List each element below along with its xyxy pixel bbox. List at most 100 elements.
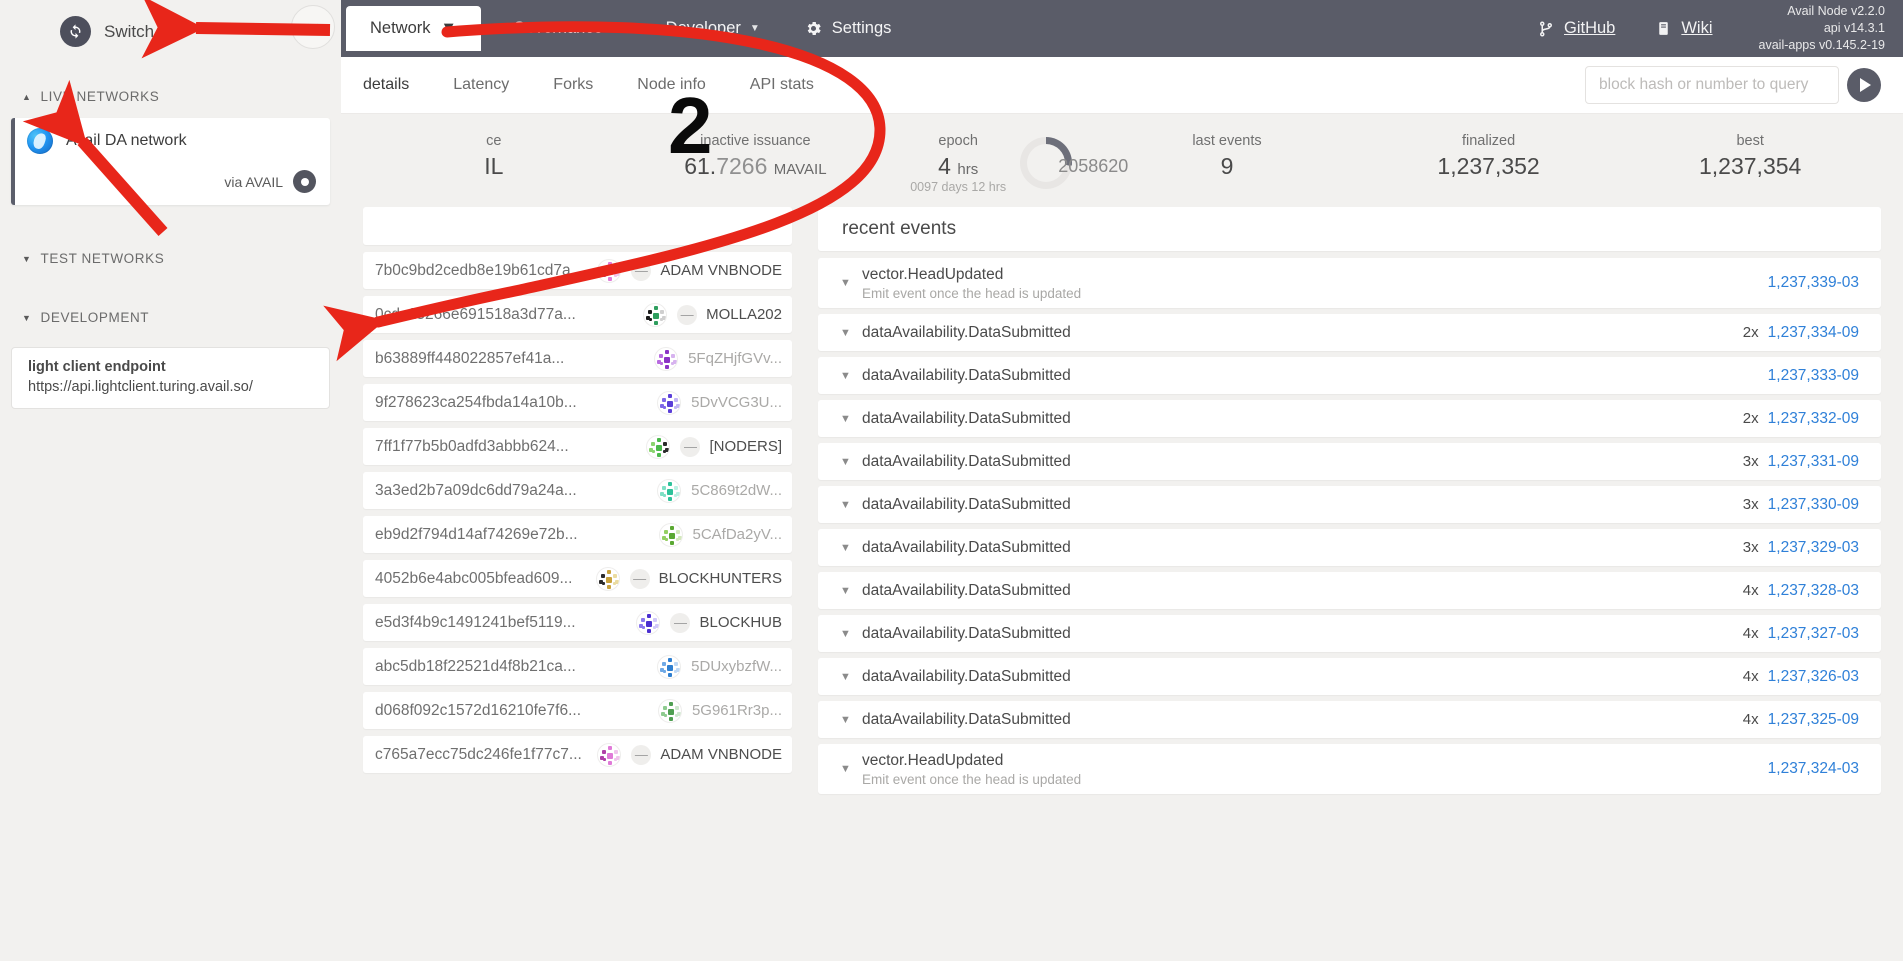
group-test-networks[interactable]: ▼ TEST NETWORKS	[0, 245, 341, 272]
event-block-link[interactable]: 1,237,331-09	[1767, 452, 1859, 470]
validator-row[interactable]: 7b0c9bd2cedb8e19b61cd7a... — ADAM VNBNODE	[363, 252, 792, 289]
event-description: Emit event once the head is updated	[862, 285, 1082, 301]
tab-api-stats[interactable]: API stats	[749, 76, 814, 93]
menu-governance[interactable]: Governance ▼	[491, 0, 644, 57]
query-submit-button[interactable]	[1847, 68, 1881, 102]
event-name: dataAvailability.DataSubmitted	[862, 538, 1071, 556]
caret-down-icon[interactable]: ▼	[840, 277, 851, 289]
event-block-link[interactable]: 1,237,334-09	[1767, 323, 1859, 341]
caret-down-icon[interactable]: ▼	[840, 455, 851, 468]
github-link[interactable]: GitHub	[1517, 19, 1635, 38]
validator-name: BLOCKHUNTERS	[658, 570, 782, 587]
event-block-link[interactable]: 1,237,332-09	[1767, 409, 1859, 427]
identicon-icon	[657, 698, 682, 723]
event-row[interactable]: ▼ vector.HeadUpdated Emit event once the h…	[818, 744, 1881, 794]
tab-forks[interactable]: Forks	[553, 76, 594, 93]
stat-finalized: finalized 1,237,352	[1358, 133, 1620, 180]
stat-last-events-label: last events	[1192, 133, 1262, 149]
validator-list-header	[363, 207, 792, 245]
event-block-link[interactable]: 1,237,330-09	[1767, 495, 1859, 513]
recent-events-header: recent events	[818, 207, 1881, 251]
caret-down-icon[interactable]: ▼	[840, 627, 851, 640]
event-row[interactable]: ▼ dataAvailability.DataSubmitted 4x 1,237,3…	[818, 658, 1881, 695]
event-name: dataAvailability.DataSubmitted	[862, 495, 1071, 513]
stat-last-events-value: 9	[1220, 153, 1234, 179]
event-row[interactable]: ▼ dataAvailability.DataSubmitted 3x 1,237,3…	[818, 529, 1881, 566]
identicon-icon	[657, 390, 682, 415]
validator-row[interactable]: abc5db18f22521d4f8b21ca... 5DUxybzfW...	[363, 648, 792, 685]
caret-down-icon[interactable]: ▼	[840, 713, 851, 726]
caret-down-icon[interactable]: ▼	[840, 412, 851, 425]
validator-hash: 4052b6e4abc005bfead609...	[375, 569, 573, 587]
api-version: api v14.3.1	[1823, 20, 1885, 35]
validator-row[interactable]: 7ff1f77b5b0adfd3abbb624... — [NODERS]	[363, 428, 792, 465]
validator-row[interactable]: 9f278623ca254fbda14a10b... 5DvVCG3U...	[363, 384, 792, 421]
menu-settings[interactable]: Settings	[782, 0, 914, 57]
app-main: Network ▼ Governance ▼ Developer ▼ Setti…	[341, 0, 1903, 961]
validator-row[interactable]: e5d3f4b9c1491241bef5119... — BLOCKHUB	[363, 604, 792, 641]
network-provider-radio[interactable]	[293, 170, 316, 193]
event-block-link[interactable]: 1,237,324-03	[1767, 760, 1859, 777]
wiki-link[interactable]: Wiki	[1635, 19, 1732, 38]
search-input[interactable]	[1585, 66, 1839, 104]
tab-latency[interactable]: Latency	[453, 76, 510, 93]
event-main: dataAvailability.DataSubmitted	[862, 453, 1743, 471]
event-row[interactable]: ▼ dataAvailability.DataSubmitted 4x 1,237,3…	[818, 701, 1881, 738]
validator-row[interactable]: b63889ff448022857ef41a... 5FqZHjfGVv...	[363, 340, 792, 377]
caret-down-icon[interactable]: ▼	[840, 584, 851, 597]
event-block-link[interactable]: 1,237,328-03	[1767, 581, 1859, 599]
caret-down-icon[interactable]: ▼	[840, 541, 851, 554]
menu-developer[interactable]: Developer ▼	[644, 0, 782, 57]
validator-row[interactable]: c765a7ecc75dc246fe1f77c7... — ADAM VNBNODE	[363, 736, 792, 773]
event-count: 4x	[1742, 582, 1759, 599]
event-row[interactable]: ▼ dataAvailability.DataSubmitted 2x 1,237,3…	[818, 314, 1881, 351]
caret-down-icon: ▼	[22, 253, 32, 264]
event-block-link[interactable]: 1,237,326-03	[1767, 667, 1859, 685]
menu-network[interactable]: Network ▼	[346, 6, 481, 51]
group-development[interactable]: ▼ DEVELOPMENT	[0, 304, 341, 331]
play-icon	[1860, 78, 1871, 92]
validator-row[interactable]: eb9d2f794d14af74269e72b... 5CAfDa2yV...	[363, 516, 792, 553]
event-main: vector.HeadUpdated Emit event once the he…	[862, 266, 1768, 301]
validator-row[interactable]: 0cdc15266e691518a3d77a... — MOLLA202	[363, 296, 792, 333]
event-block-link[interactable]: 1,237,333-09	[1767, 366, 1859, 384]
stat-total-issuance: ce IL	[363, 133, 625, 180]
validator-row[interactable]: d068f092c1572d16210fe7f6... 5G961Rr3p...	[363, 692, 792, 729]
network-item-provider-row[interactable]: via AVAIL	[27, 170, 316, 193]
event-row[interactable]: ▼ dataAvailability.DataSubmitted 1,237,333…	[818, 357, 1881, 394]
menu-governance-label: Governance	[512, 19, 603, 37]
validator-list: 7b0c9bd2cedb8e19b61cd7a... — ADAM VNBNODE 0…	[363, 207, 792, 961]
sidebar-collapse-button[interactable]	[291, 5, 335, 49]
event-name: dataAvailability.DataSubmitted	[862, 667, 1071, 685]
validator-row[interactable]: 4052b6e4abc005bfead609... — BLOCKHUNTERS	[363, 560, 792, 597]
event-block-link[interactable]: 1,237,339-03	[1767, 274, 1859, 291]
switch-button[interactable]: Switch	[0, 0, 341, 61]
light-client-endpoint-card[interactable]: light client endpoint https://api.lightc…	[11, 347, 330, 409]
event-count: 3x	[1742, 453, 1759, 470]
validator-row[interactable]: 3a3ed2b7a09dc6dd79a24a... 5C869t2dW...	[363, 472, 792, 509]
node-version: Avail Node v2.2.0	[1787, 3, 1885, 18]
caret-down-icon[interactable]: ▼	[840, 369, 851, 382]
identicon-icon	[597, 742, 622, 767]
event-row[interactable]: ▼ dataAvailability.DataSubmitted 3x 1,237,3…	[818, 443, 1881, 480]
event-block-link[interactable]: 1,237,329-03	[1767, 538, 1859, 556]
caret-down-icon[interactable]: ▼	[840, 763, 851, 775]
network-item-avail-da[interactable]: Avail DA network via AVAIL	[11, 118, 330, 205]
event-block-link[interactable]: 1,237,325-09	[1767, 710, 1859, 728]
event-row[interactable]: ▼ vector.HeadUpdated Emit event once the h…	[818, 258, 1881, 308]
event-block-link[interactable]: 1,237,327-03	[1767, 624, 1859, 642]
group-live-networks[interactable]: ▲ LIVE NETWORKS	[0, 83, 341, 110]
tab-details[interactable]: details	[363, 76, 410, 93]
caret-down-icon[interactable]: ▼	[840, 670, 851, 683]
event-count: 2x	[1742, 324, 1759, 341]
event-name: dataAvailability.DataSubmitted	[862, 366, 1071, 384]
event-row[interactable]: ▼ dataAvailability.DataSubmitted 3x 1,237,3…	[818, 486, 1881, 523]
caret-down-icon[interactable]: ▼	[840, 326, 851, 339]
validator-hash: eb9d2f794d14af74269e72b...	[375, 525, 578, 543]
event-row[interactable]: ▼ dataAvailability.DataSubmitted 4x 1,237,3…	[818, 615, 1881, 652]
event-row[interactable]: ▼ dataAvailability.DataSubmitted 2x 1,237,3…	[818, 400, 1881, 437]
validator-hash: abc5db18f22521d4f8b21ca...	[375, 657, 576, 675]
validator-name: 5G961Rr3p...	[691, 702, 782, 719]
caret-down-icon[interactable]: ▼	[840, 498, 851, 511]
event-row[interactable]: ▼ dataAvailability.DataSubmitted 4x 1,237,3…	[818, 572, 1881, 609]
